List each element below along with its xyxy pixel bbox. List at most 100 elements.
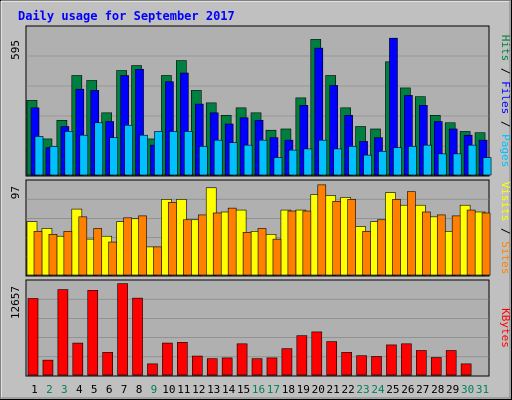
day-label: 23 [356,383,369,396]
day-label: 5 [91,383,98,396]
bar-kbytes [27,298,39,376]
day-label: 21 [327,383,340,396]
bar-sites [168,202,177,276]
bar-kbytes [117,283,128,376]
bar-sites [451,215,461,276]
bar-sites [153,246,162,276]
bar-kbytes [102,352,113,376]
bar-kbytes [430,357,442,376]
bar-kbytes [341,352,352,376]
legend-kbytes: KBytes [499,308,512,348]
bar-pages [34,136,44,176]
bar-pages [94,122,104,176]
bar-pages [184,131,193,176]
bar-pages [213,139,223,176]
day-label: 20 [312,383,325,396]
day-label: 3 [61,383,68,396]
bar-pages [154,131,163,176]
bar-kbytes [177,342,188,376]
bar-pages [79,134,89,176]
day-label: 27 [416,383,429,396]
day-label: 19 [297,383,310,396]
day-label: 8 [136,383,143,396]
day-label: 2 [46,383,53,396]
bar-kbytes [147,363,158,376]
bar-pages [198,146,208,176]
day-label: 18 [282,383,295,396]
bar-kbytes [416,350,427,376]
bar-kbytes [266,357,278,376]
bar-pages [49,146,59,176]
day-label: 9 [151,383,158,396]
chart-title: Daily usage for September 2017 [18,9,235,23]
bar-kbytes [221,357,233,376]
chart-panels: 595 Hits / Files / Pages 97 Visits / Sites 1… [9,25,512,377]
legend-sites: Sites [499,241,512,274]
bar-kbytes [132,297,143,376]
bar-sites [33,231,43,276]
bar-pages [228,142,238,176]
panel-hits-files-pages: 595 Hits / Files / Pages [9,25,512,177]
legend-hits-files-pages: Hits / Files / Pages [499,35,512,168]
bar-kbytes [326,341,338,376]
bar-sites [93,228,103,276]
bar-sites [302,210,312,276]
bar-kbytes [162,342,173,376]
day-label: 16 [252,383,265,396]
bar-sites [377,219,386,276]
y-max-label: 595 [9,40,22,60]
bar-kbytes [236,343,248,376]
bar-kbytes [445,350,457,376]
bar-sites [392,199,401,276]
bar-sites [63,231,73,276]
day-label: 4 [76,383,83,396]
bar-sites [466,209,476,276]
day-labels: 1 2 3 4 5 6 7 8 9 10 11 12 13 14 15 16 17 18 19 20 21 22 23 24 2… [31,383,489,396]
bar-pages [333,148,343,176]
day-label: 7 [121,383,128,396]
bar-sites [407,191,416,276]
bar-sites [257,228,267,276]
day-label: 29 [446,383,459,396]
bar-pages [169,131,178,176]
y-max-label: 12657 [9,286,22,319]
bar-pages [318,139,328,176]
bar-kbytes [386,344,397,376]
day-label: 11 [177,383,190,396]
bar-kbytes [356,355,367,376]
bar-sites [287,210,297,276]
bar-pages [452,153,462,176]
bar-sites [272,238,282,276]
bar-sites [78,216,88,276]
y-max-label: 97 [9,186,22,199]
bar-pages [393,147,402,176]
bar-pages [124,124,133,176]
bar-pages [288,149,298,176]
bar-pages [437,153,447,176]
bar-kbytes [296,335,308,376]
bar-pages [363,154,372,176]
bar-sites [317,184,327,276]
bar-pages [408,146,417,176]
bar-kbytes [251,358,263,376]
bar-sites [362,231,371,276]
day-label: 6 [106,383,113,396]
legend-files: Files [499,81,512,114]
bar-pages [423,144,432,176]
bar-kbytes [57,289,69,376]
bar-pages [273,157,283,176]
bar-sites [138,215,147,276]
bar-pages [139,134,148,176]
bar-sites [436,214,446,276]
bar-pages [243,144,253,176]
bar-kbytes [281,348,293,376]
bar-sites [332,201,342,276]
legend-separator: / [499,61,512,81]
day-label: 13 [207,383,220,396]
bar-kbytes [206,358,218,376]
bar-pages [467,144,477,176]
bar-pages [482,157,492,176]
bar-kbytes [72,342,84,376]
day-label: 14 [222,383,236,396]
